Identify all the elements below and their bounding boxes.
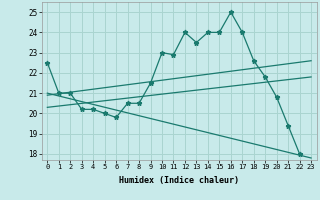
X-axis label: Humidex (Indice chaleur): Humidex (Indice chaleur) bbox=[119, 176, 239, 185]
